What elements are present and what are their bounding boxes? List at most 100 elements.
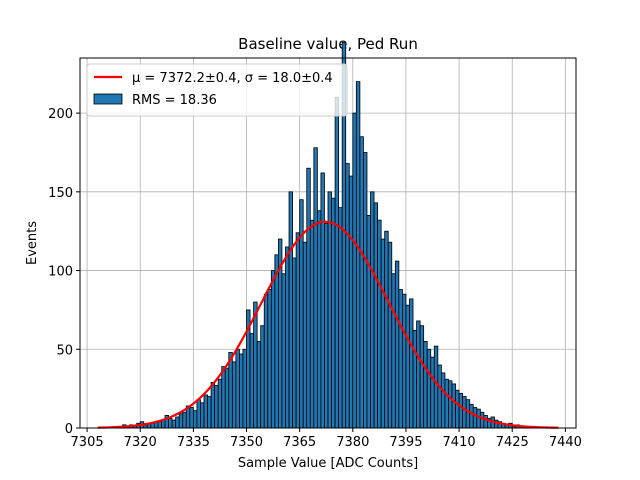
y-axis-label: Events [25,221,40,265]
histogram-bar [391,273,396,429]
histogram-bar [401,293,407,429]
histogram-bar [433,345,439,429]
histogram-bar [210,381,216,429]
legend: μ = 7372.2±0.4, σ = 18.0±0.4 RMS = 18.36 [86,63,348,117]
histogram-bar [182,411,187,429]
histogram-bar [472,407,478,429]
histogram-bar [267,289,272,429]
histogram-bar [221,366,226,429]
histogram-bar [253,301,258,429]
histogram-bar [306,167,311,429]
histogram-bar [469,403,474,429]
histogram-bar [274,254,279,429]
histogram-bar [200,402,205,429]
histogram-bar [462,396,467,429]
y-tick-label: 200 [48,107,73,122]
histogram-bar [192,410,198,429]
histogram-bar [235,348,240,429]
histogram-bar [377,219,382,429]
histogram-bar [249,333,255,429]
histogram-bar [324,222,329,429]
histogram-bar [380,238,386,429]
histogram-bar [189,407,194,429]
histogram-bar [178,413,184,429]
histogram-bar [426,348,432,429]
chart-title: Baseline value, Ped Run [238,35,418,53]
histogram-bar [430,356,435,429]
x-tick-label: 7425 [496,435,529,450]
histogram-bar [348,175,354,429]
histogram-bar [345,163,350,429]
histogram-bar [359,136,364,429]
histogram-bar [370,191,375,429]
histogram-bar [260,325,265,429]
y-tick-label: 100 [48,265,73,280]
x-tick-label: 7365 [283,435,316,450]
histogram-bar [320,172,325,429]
histogram-bar [363,152,368,429]
x-axis-label: Sample Value [ADC Counts] [238,456,418,471]
histogram-bar [366,215,371,429]
histogram-bar [295,232,301,429]
y-tick-label: 50 [56,343,73,358]
x-tick-label: 7320 [124,435,157,450]
legend-fit-label: μ = 7372.2±0.4, σ = 18.0±0.4 [132,71,333,86]
histogram-bar [157,421,162,429]
histogram-bar [203,394,208,429]
histogram-bar [423,341,428,429]
histogram-bar [242,348,247,429]
y-tick-label: 0 [65,422,73,437]
histogram-bar [224,367,230,429]
histogram-bar [398,289,403,429]
histogram-bar [239,353,244,429]
histogram-bar [214,385,219,429]
histogram-bar [384,230,389,429]
x-tick-label: 7440 [549,435,582,450]
histogram-bar [448,380,453,429]
histogram-bar [451,383,456,429]
histogram-bar [313,147,318,429]
legend-box [86,63,348,117]
x-tick-label: 7350 [230,435,263,450]
histogram-bar [387,241,393,429]
histogram-bar [327,191,332,429]
histogram-bar [409,298,414,429]
histogram-bar [405,304,410,429]
histogram-bar [338,207,343,429]
histogram-bar [316,210,322,429]
histogram-bar [217,378,223,429]
histogram-bar [292,257,297,429]
histogram-bar [352,112,357,429]
histogram-bar [288,191,293,429]
histogram-bar [285,246,290,429]
y-axis-ticks: 0 50 100 150 200 [48,107,80,437]
histogram-bar [455,389,460,429]
x-axis-ticks: 7305 7320 7335 7350 7365 7380 7395 7410 7425 7440 [71,428,582,450]
histogram-bar [373,202,378,429]
histogram-bar [302,241,308,429]
histogram-bar [331,197,336,429]
histogram-bar [175,416,180,429]
histogram-bar [444,378,449,429]
histogram-bar [416,320,421,429]
histogram-bar [270,270,276,429]
histogram-bar [171,419,177,429]
gaussian-fit-curve [97,220,559,429]
x-tick-label: 7335 [177,435,210,450]
histogram-bar [207,396,212,429]
histogram-bar [168,418,173,429]
histogram-bar [483,415,488,429]
histogram-bar [412,329,417,429]
histogram-bar [465,399,471,429]
plot-frame [79,57,577,429]
histogram-bar [476,408,481,429]
y-tick-label: 150 [48,186,73,201]
histogram-bar [458,392,464,429]
x-tick-label: 7305 [71,435,104,450]
histogram-bar [394,260,400,429]
x-tick-label: 7395 [389,435,422,450]
histogram-bar [231,361,237,429]
histogram-bar [440,372,446,429]
histogram-bar [228,352,233,429]
